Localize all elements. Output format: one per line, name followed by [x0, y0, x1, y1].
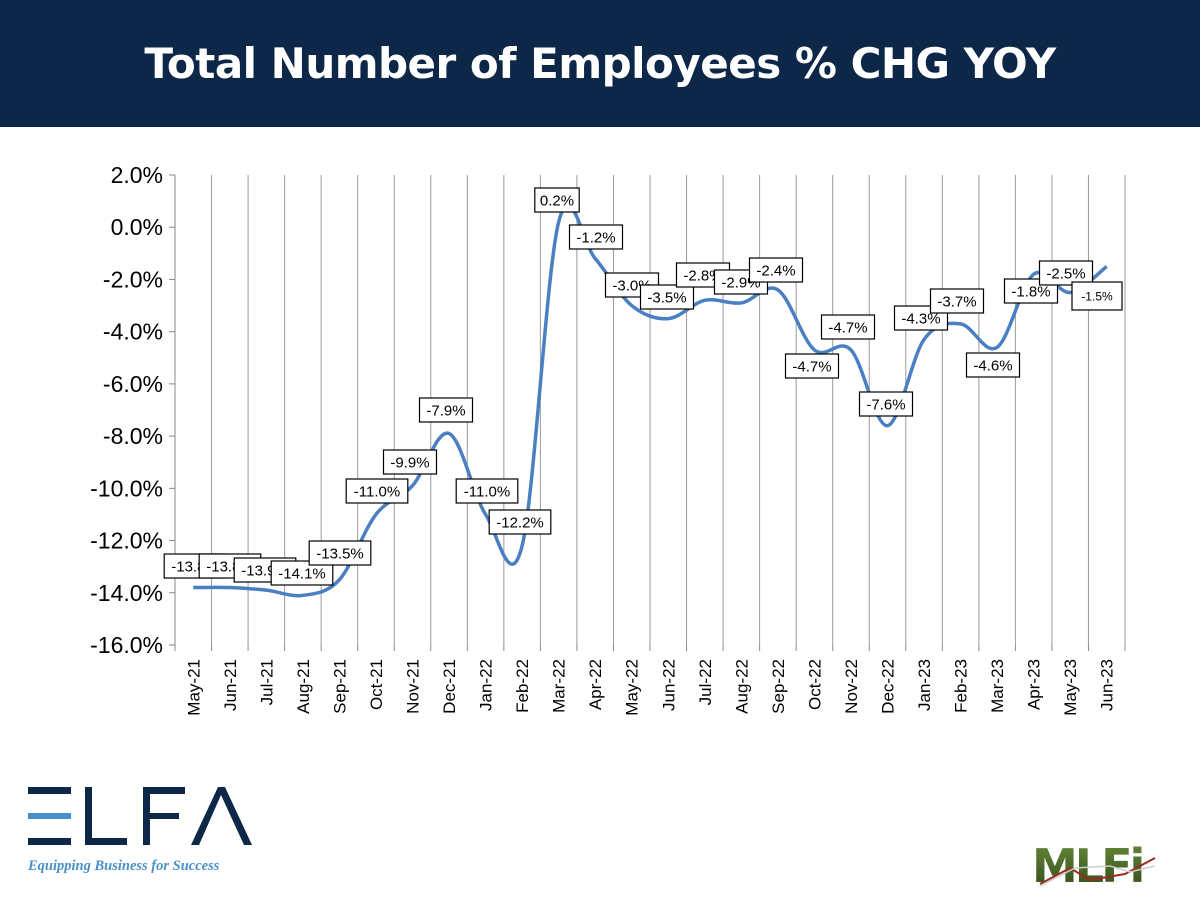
x-tick-label: Jul-21: [257, 659, 276, 705]
x-tick-label: Apr-23: [1025, 659, 1044, 710]
x-tick-label: May-21: [184, 659, 203, 716]
data-label-box: [965, 352, 1021, 378]
x-tick-label: May-23: [1061, 659, 1080, 716]
line-chart: 2.0% 0.0% -2.0% -4.0% -6.0% -8.0% -10.0% -12.0%…: [90, 162, 1126, 716]
y-tick-label: -2.0%: [103, 266, 163, 292]
x-tick-label: Jan-23: [915, 659, 934, 711]
y-tick-label: -14.0%: [90, 580, 163, 606]
data-label-box: [1071, 281, 1123, 311]
y-tick-label: -10.0%: [90, 475, 163, 501]
data-label: -1.2%: [576, 229, 615, 246]
elfa-tagline: Equipping Business for Success: [28, 858, 220, 874]
y-tick-label: -12.0%: [90, 528, 163, 554]
x-tick-label: Jun-23: [1098, 659, 1117, 711]
data-label: -14.1%: [278, 565, 326, 582]
x-tick-label: Aug-22: [732, 659, 751, 714]
page-title: Total Number of Employees % CHG YOY: [144, 39, 1056, 88]
x-tick-label: Feb-22: [513, 659, 532, 713]
data-label-box: [639, 284, 695, 310]
data-label-box: [345, 478, 409, 504]
x-tick-label: Jan-22: [477, 659, 496, 711]
y-tick-label: 2.0%: [111, 162, 163, 188]
x-tick-label: Nov-22: [842, 659, 861, 714]
x-tick-label: Feb-23: [952, 659, 971, 713]
x-tick-label: Jul-22: [696, 659, 715, 705]
data-label: -9.9%: [390, 454, 429, 471]
y-tick-label: -16.0%: [90, 632, 163, 658]
data-label: -3.5%: [647, 289, 686, 306]
x-tick-label: Sep-22: [769, 659, 788, 714]
data-label-box: [784, 353, 840, 379]
elfa-logo: [28, 787, 252, 845]
data-label: -1.5%: [1081, 289, 1113, 303]
data-label: 0.2%: [540, 192, 574, 209]
data-label: -12.2%: [496, 514, 544, 531]
data-label: -4.3%: [901, 310, 940, 327]
data-label-box: [820, 314, 876, 340]
data-label: -4.6%: [973, 357, 1012, 374]
data-label: -13.5%: [316, 545, 364, 562]
y-tick-label: 0.0%: [111, 214, 163, 240]
data-label: -7.9%: [426, 402, 465, 419]
y-tick-label: -6.0%: [103, 371, 163, 397]
data-label-box: [455, 478, 519, 504]
x-tick-label: Nov-21: [404, 659, 423, 714]
data-label-box: [1038, 260, 1094, 286]
data-label-box: [488, 509, 552, 535]
data-label: -1.8%: [1011, 283, 1050, 300]
data-label-box: [858, 391, 914, 417]
y-tick-label: -4.0%: [103, 319, 163, 345]
data-label: -4.7%: [828, 319, 867, 336]
data-label-box: [929, 288, 985, 314]
x-tick-label: Aug-21: [294, 659, 313, 714]
title-bar: Total Number of Employees % CHG YOY: [0, 0, 1200, 127]
data-label: -11.0%: [464, 483, 510, 500]
x-tick-label: May-22: [623, 659, 642, 716]
data-label: -2.5%: [1046, 265, 1085, 282]
x-tick-label: Oct-21: [367, 659, 386, 710]
x-tick-label: Jun-21: [221, 659, 240, 711]
data-label: -11.0%: [354, 483, 400, 500]
data-label: -7.6%: [866, 396, 905, 413]
data-label-box: [382, 449, 438, 475]
x-tick-label: Sep-21: [330, 659, 349, 714]
x-tick-label: Apr-22: [586, 659, 605, 710]
x-tick-label: Dec-22: [879, 659, 898, 714]
data-label: -4.7%: [792, 358, 831, 375]
x-tick-label: Jun-22: [659, 659, 678, 711]
mlfi-logo: MLFi: [1032, 839, 1156, 886]
data-label: -2.4%: [756, 262, 795, 279]
x-tick-label: Oct-22: [805, 659, 824, 710]
data-label-box: [308, 540, 372, 566]
x-tick-label: Mar-23: [988, 659, 1007, 713]
data-label-box: [748, 257, 804, 283]
data-label-box: [534, 187, 580, 213]
x-tick-label: Mar-22: [550, 659, 569, 713]
data-label-box: [418, 397, 474, 423]
x-tick-label: Dec-21: [440, 659, 459, 714]
data-label: -2.8%: [683, 267, 722, 284]
data-label: -3.7%: [937, 293, 976, 310]
y-tick-label: -8.0%: [103, 423, 163, 449]
data-label-box: [568, 224, 624, 250]
